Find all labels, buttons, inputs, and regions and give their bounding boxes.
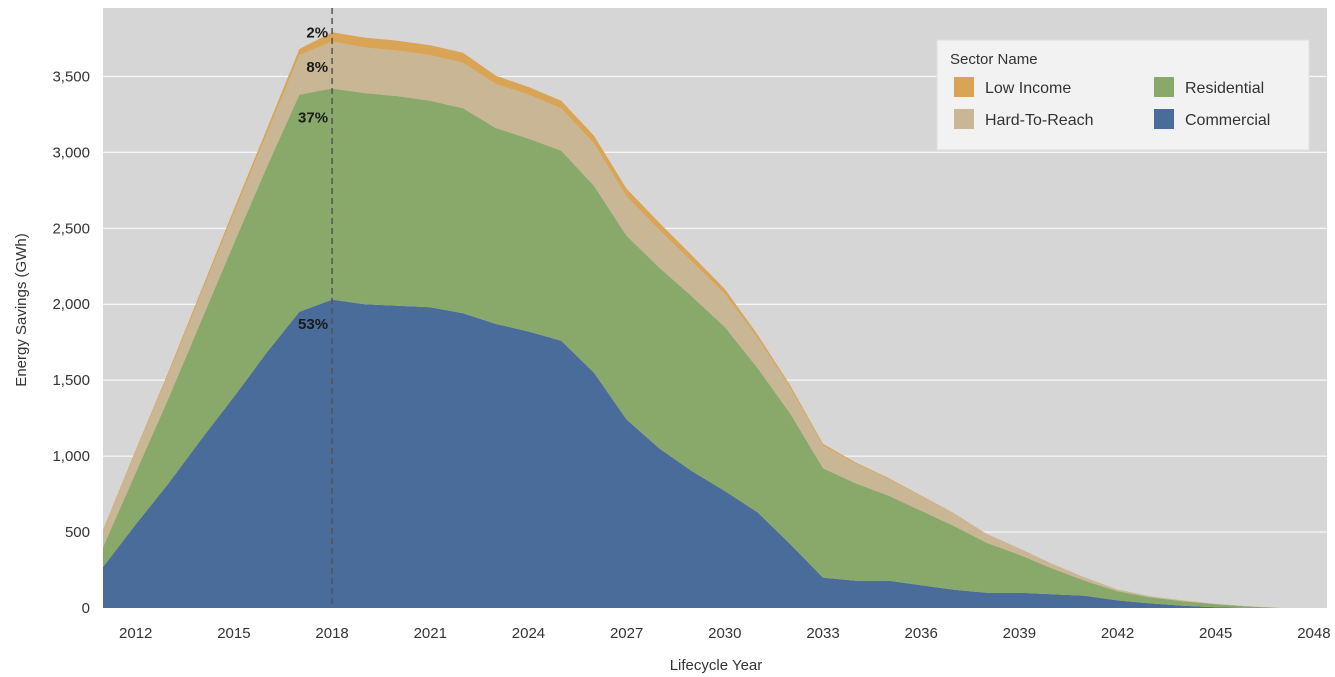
percentage-label: 8% bbox=[306, 59, 328, 76]
legend-label: Low Income bbox=[985, 80, 1071, 97]
legend-swatch bbox=[954, 109, 974, 129]
legend-items: Low Income Residential Hard-To-Reach Commer… bbox=[954, 77, 1270, 129]
x-tick-label: 2024 bbox=[512, 625, 545, 642]
percentage-label: 2% bbox=[306, 24, 328, 41]
percentage-label: 53% bbox=[298, 316, 328, 333]
y-tick-label: 1,000 bbox=[52, 448, 90, 465]
legend-label: Residential bbox=[1185, 80, 1264, 97]
x-tick-label: 2033 bbox=[806, 625, 839, 642]
percentage-annotations: 2% 8% 37% 53% bbox=[298, 24, 328, 333]
x-tick-label: 2042 bbox=[1101, 625, 1134, 642]
area-commercial bbox=[103, 299, 1282, 608]
legend-label: Hard-To-Reach bbox=[985, 112, 1093, 129]
x-tick-label: 2015 bbox=[217, 625, 250, 642]
y-tick-label: 3,500 bbox=[52, 68, 90, 85]
x-tick-label: 2039 bbox=[1003, 625, 1036, 642]
y-tick-label: 0 bbox=[82, 600, 90, 617]
y-tick-label: 2,000 bbox=[52, 296, 90, 313]
y-tick-label: 3,000 bbox=[52, 144, 90, 161]
area-series bbox=[103, 32, 1282, 609]
x-tick-label: 2048 bbox=[1297, 625, 1330, 642]
x-tick-label: 2036 bbox=[904, 625, 937, 642]
x-axis-title: Lifecycle Year bbox=[670, 657, 763, 674]
legend-swatch bbox=[1154, 77, 1174, 97]
x-tick-label: 2030 bbox=[708, 625, 741, 642]
legend-box bbox=[936, 39, 1310, 151]
x-tick-label: 2045 bbox=[1199, 625, 1232, 642]
x-axis-ticks: 2012 2015 2018 2021 2024 2027 2030 2033 2036 2039… bbox=[119, 625, 1331, 642]
y-tick-label: 1,500 bbox=[52, 372, 90, 389]
legend-swatch bbox=[1154, 109, 1174, 129]
legend-swatch bbox=[954, 77, 974, 97]
x-tick-label: 2021 bbox=[414, 625, 447, 642]
percentage-label: 37% bbox=[298, 109, 328, 126]
area-residential bbox=[103, 88, 1282, 608]
legend-title: Sector Name bbox=[950, 51, 1038, 68]
y-axis-ticks: 0 500 1,000 1,500 2,000 2,500 3,000 3,500 bbox=[52, 68, 90, 617]
x-tick-label: 2027 bbox=[610, 625, 643, 642]
x-tick-label: 2018 bbox=[315, 625, 348, 642]
x-tick-label: 2012 bbox=[119, 625, 152, 642]
y-axis-title: Energy Savings (GWh) bbox=[13, 233, 30, 386]
y-tick-label: 2,500 bbox=[52, 220, 90, 237]
y-tick-label: 500 bbox=[65, 524, 90, 541]
legend: Sector Name Low Income Residential Hard-To… bbox=[936, 39, 1310, 151]
legend-label: Commercial bbox=[1185, 112, 1270, 129]
